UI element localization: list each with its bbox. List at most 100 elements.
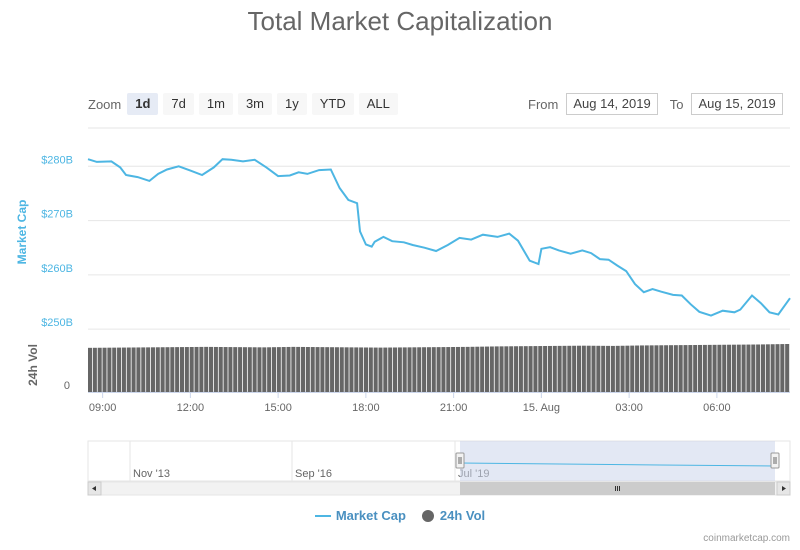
vol-bar (213, 346, 218, 392)
x-tick-label: 15:00 (264, 402, 292, 414)
zoom-bar: Zoom 1d 7d 1m 3m 1y YTD ALL (88, 93, 403, 115)
navigator-label: Sep '16 (295, 468, 332, 480)
zoom-7d-button[interactable]: 7d (163, 93, 194, 115)
vol-bar (475, 346, 480, 392)
vol-bar (707, 344, 712, 392)
vol-bar (606, 345, 611, 392)
vol-bar (349, 347, 354, 392)
vol-bar (175, 347, 180, 392)
vol-bar (247, 347, 252, 392)
zoom-3m-button[interactable]: 3m (237, 93, 272, 115)
y-axis-title: Market Cap (15, 200, 29, 265)
vol-bar (141, 347, 146, 392)
vol-bar (591, 345, 596, 392)
vol-bar (204, 346, 209, 392)
vol-bar (325, 347, 330, 392)
vol-bar (354, 347, 359, 392)
vol-bar (746, 344, 751, 392)
vol-bar (436, 347, 441, 392)
vol-bar (179, 347, 185, 392)
zoom-ytd-button[interactable]: YTD (311, 93, 354, 115)
x-axis: 09:00 12:00 15:00 18:00 21:00 15. Aug 03:00 06:… (88, 392, 790, 414)
vol-bar (538, 346, 543, 392)
vol-bar (620, 345, 625, 392)
vol-bar (286, 346, 291, 392)
vol-bar (267, 347, 272, 392)
vol-bar (422, 347, 427, 392)
navigator-selection[interactable] (460, 441, 775, 481)
legend: Market Cap 24h Vol (0, 508, 800, 523)
vol-bar (112, 347, 117, 392)
vol-bar (223, 347, 228, 392)
vol-bar (271, 347, 277, 392)
vol-bar (455, 346, 460, 392)
vol-bar (165, 347, 170, 392)
legend-market-cap[interactable]: Market Cap (314, 508, 406, 523)
vol-bar (131, 347, 136, 392)
vol-bar (635, 345, 640, 392)
vol-axis-title: 24h Vol (26, 344, 40, 386)
vol-bar (199, 346, 204, 392)
vol-bar (228, 347, 233, 392)
x-tick-label: 18:00 (352, 402, 380, 414)
vol-bar (581, 345, 586, 392)
vol-bar (378, 347, 383, 392)
vol-bar (276, 347, 281, 392)
vol-bar (572, 345, 577, 392)
vol-bar (601, 345, 606, 392)
vol-bar (368, 347, 373, 392)
vol-bar (576, 345, 582, 392)
vol-bar (363, 347, 368, 392)
to-date-input[interactable]: Aug 15, 2019 (691, 93, 783, 115)
vol-bar (238, 347, 243, 392)
zoom-1d-button[interactable]: 1d (127, 93, 159, 115)
vol-bar (330, 347, 335, 392)
vol-bar (218, 347, 223, 392)
navigator-left-handle[interactable] (455, 452, 465, 469)
vol-bar (494, 346, 499, 392)
vol-bar (257, 347, 262, 392)
credits-link[interactable]: coinmarketcap.com (703, 533, 790, 544)
vol-bar (320, 347, 325, 392)
vol-bar (397, 347, 402, 392)
vol-bar (393, 347, 398, 392)
market-cap-series (87, 158, 791, 317)
market-cap-line-icon (314, 514, 331, 517)
vol-bar (383, 347, 388, 392)
zoom-1m-button[interactable]: 1m (198, 93, 233, 115)
navigator-right-handle[interactable] (770, 452, 780, 469)
market-cap-chart: $250B$260B$270B$280B Market Cap 24h Vol … (15, 127, 791, 496)
vol-bar (552, 345, 557, 392)
vol-bar (310, 347, 315, 392)
vol-bar (528, 346, 533, 392)
vol-bar (150, 347, 155, 392)
zoom-1y-button[interactable]: 1y (277, 93, 307, 115)
vol-bar (88, 347, 93, 392)
vol-bar (359, 347, 364, 392)
vol-bar (731, 344, 736, 392)
vol-bar (586, 345, 591, 392)
vol-bar (562, 345, 567, 392)
vol-bar (489, 346, 494, 392)
vol-bar (296, 346, 301, 392)
vol-bar (756, 344, 761, 392)
navigator-series-line (459, 462, 776, 467)
legend-vol[interactable]: 24h Vol (421, 508, 485, 523)
vol-bar (126, 347, 131, 392)
vol-bar (668, 345, 674, 392)
to-label: To (669, 96, 684, 112)
vol-bar (644, 345, 649, 392)
vol-bar (465, 346, 470, 392)
y-axis: $250B $260B $270B $280B (41, 154, 73, 329)
vol-bar (146, 347, 151, 392)
vol-bar (189, 347, 194, 392)
zoom-all-button[interactable]: ALL (358, 93, 398, 115)
vol-bar (344, 347, 349, 392)
vol-bar (630, 345, 635, 392)
y-tick-label: $280B (41, 154, 73, 166)
vol-bar (451, 347, 456, 392)
vol-bar (727, 344, 732, 392)
vol-bar (533, 346, 538, 392)
vol-bar (417, 347, 422, 392)
from-date-input[interactable]: Aug 14, 2019 (566, 93, 658, 115)
